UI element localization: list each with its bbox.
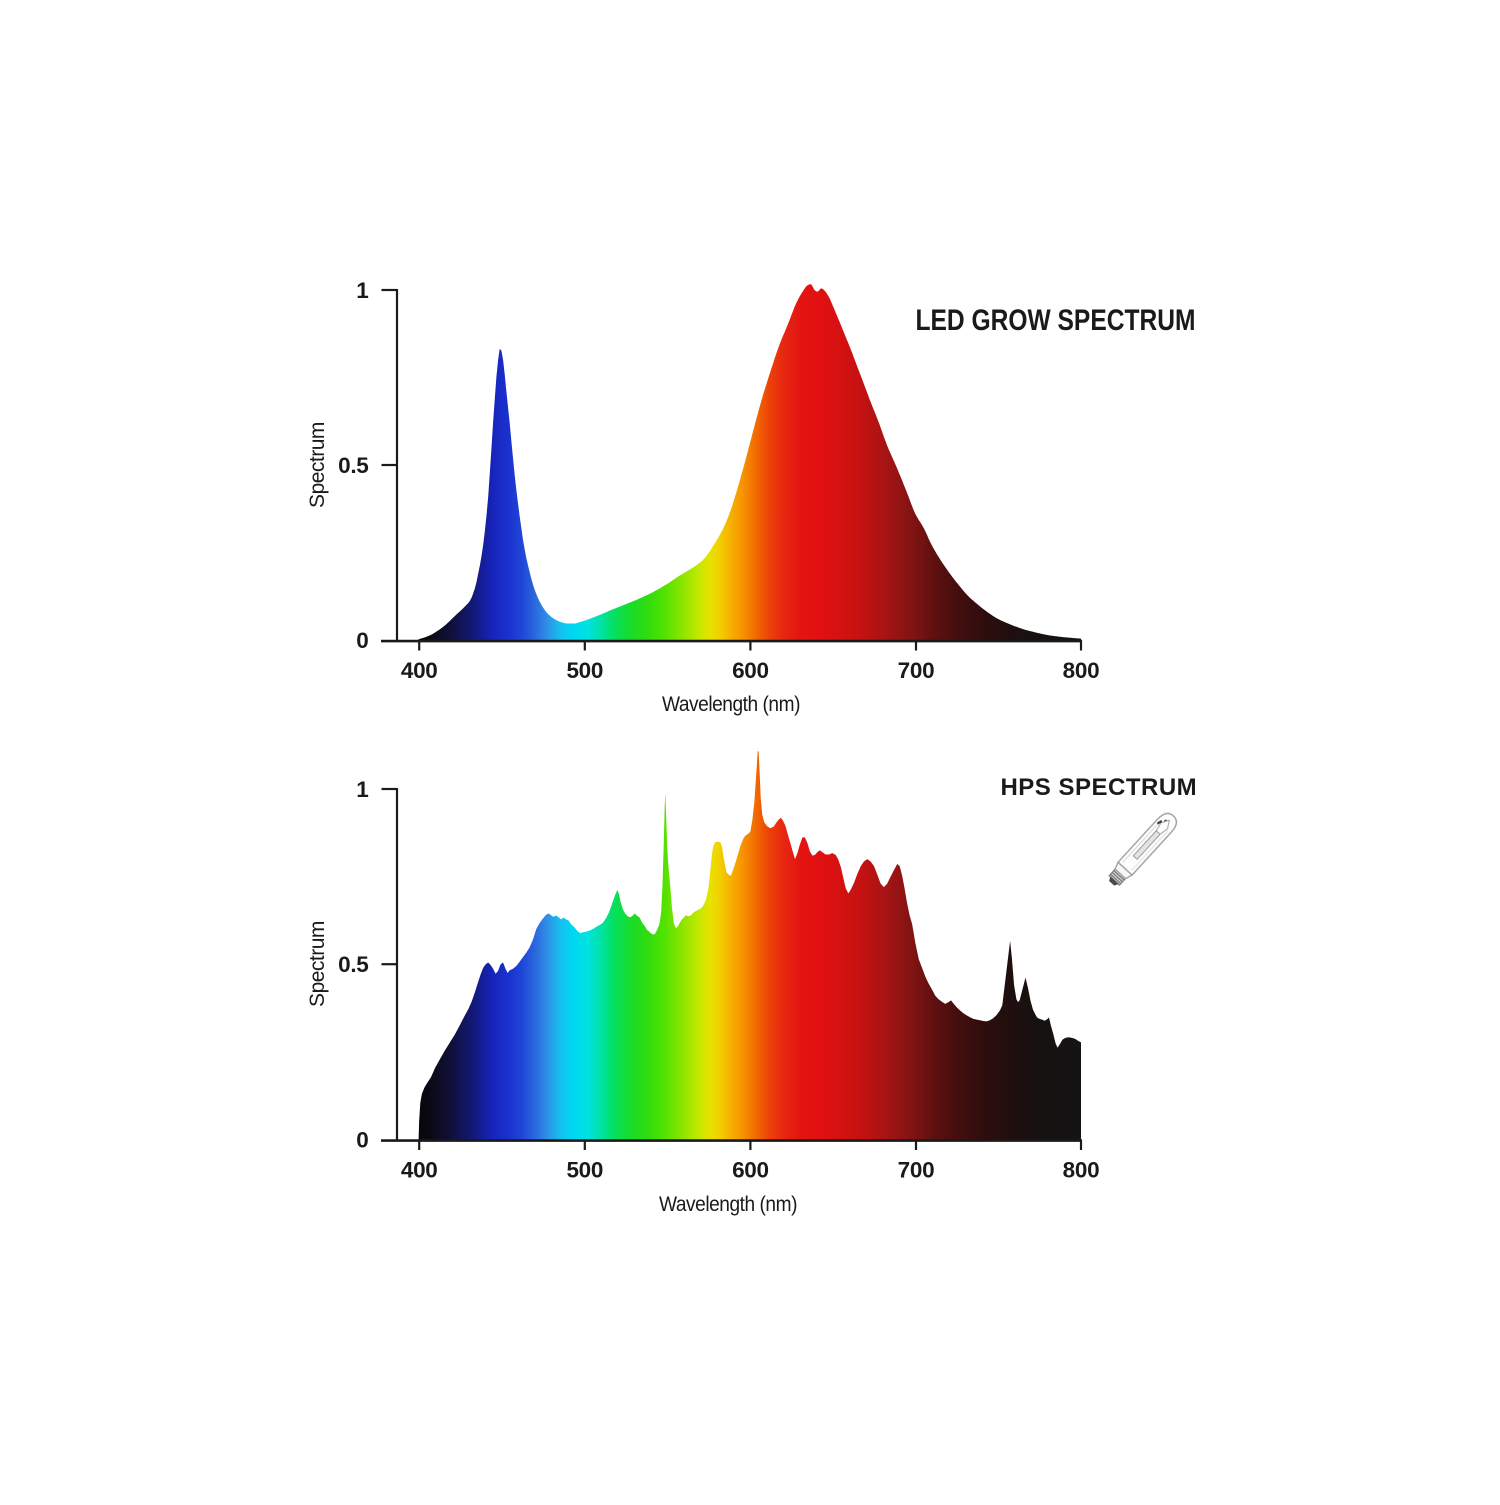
svg-text:700: 700 xyxy=(898,658,935,683)
svg-text:0.5: 0.5 xyxy=(338,952,368,977)
svg-text:0: 0 xyxy=(356,628,368,653)
svg-text:HPS SPECTRUM: HPS SPECTRUM xyxy=(1000,774,1197,801)
svg-text:1: 1 xyxy=(356,278,368,303)
svg-text:800: 800 xyxy=(1063,1158,1100,1183)
svg-text:600: 600 xyxy=(732,658,769,683)
svg-text:500: 500 xyxy=(566,658,603,683)
svg-text:Wavelength (nm): Wavelength (nm) xyxy=(659,1193,797,1216)
svg-text:Spectrum: Spectrum xyxy=(306,422,329,508)
svg-text:Wavelength (nm): Wavelength (nm) xyxy=(662,693,800,716)
svg-text:700: 700 xyxy=(898,1158,935,1183)
svg-text:500: 500 xyxy=(566,1158,603,1183)
svg-text:LED GROW SPECTRUM: LED GROW SPECTRUM xyxy=(916,304,1196,337)
svg-text:400: 400 xyxy=(401,1158,438,1183)
svg-text:0: 0 xyxy=(356,1128,368,1153)
svg-text:600: 600 xyxy=(732,1158,769,1183)
svg-text:0.5: 0.5 xyxy=(338,453,368,478)
svg-text:800: 800 xyxy=(1063,658,1100,683)
svg-text:1: 1 xyxy=(356,777,368,802)
svg-text:Spectrum: Spectrum xyxy=(306,921,329,1007)
svg-text:400: 400 xyxy=(401,658,438,683)
